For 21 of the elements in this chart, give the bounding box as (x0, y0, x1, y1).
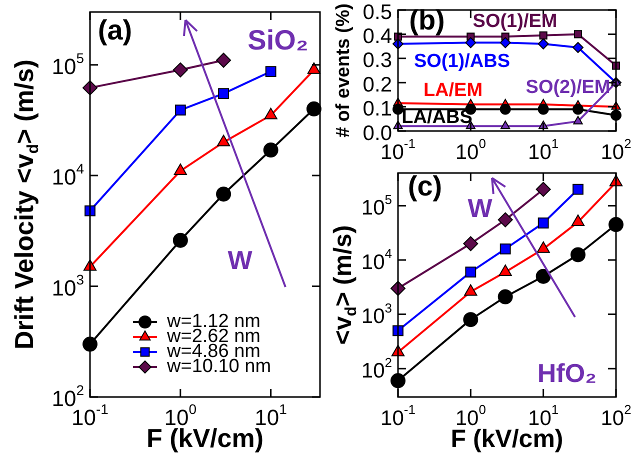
y-tick-label: 0.2 (362, 73, 392, 96)
annotation: HfO₂ (537, 358, 597, 388)
legend-label: SO(2)/EM (526, 77, 610, 98)
annotation: (c) (408, 170, 442, 202)
legend-label: SO(1)/EM (472, 11, 558, 32)
y-axis-title: Drift Velocity <vd> (m/s) (9, 59, 42, 350)
y-tick-label: 0.5 (362, 0, 392, 24)
series-label: SO(1)/ABS (414, 51, 510, 72)
annotation: W (228, 245, 253, 276)
x-axis-title: F (kV/cm) (450, 424, 564, 453)
y-tick-label: 0.3 (362, 49, 392, 72)
y-tick-label: 0.4 (362, 24, 392, 48)
y-axis-title: # of events (%) (333, 3, 354, 138)
series-label: LA/EM (423, 80, 483, 102)
annotation: (a) (98, 14, 132, 46)
annotation: (b) (409, 4, 445, 36)
y-axis-title: <vd> (m/s) (328, 225, 360, 345)
y-tick-label: 0.1 (362, 98, 392, 121)
annotation: SiO₂ (248, 24, 308, 56)
series-label: LA/ABS (402, 107, 472, 128)
annotation: W (468, 193, 493, 224)
